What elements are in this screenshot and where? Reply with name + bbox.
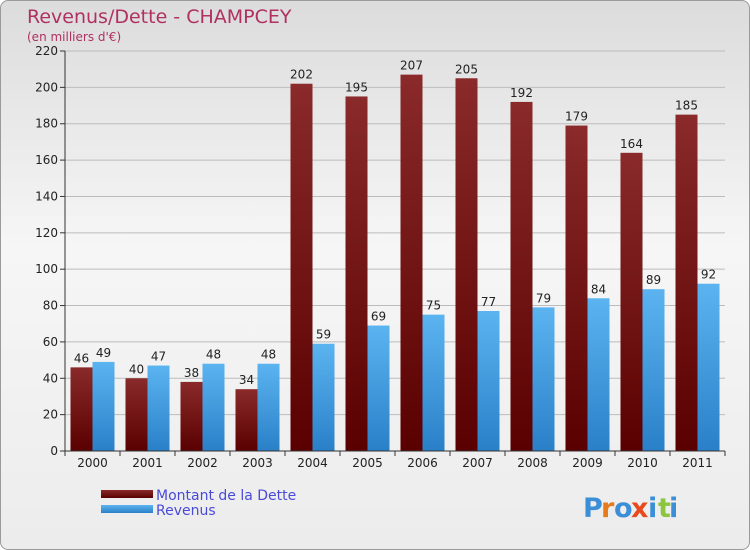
label-revenus-2005: 69 — [371, 310, 386, 324]
label-dette-2010: 164 — [620, 137, 643, 151]
bar-revenus-2000 — [92, 361, 115, 451]
bar-dette-2009 — [565, 125, 588, 451]
label-dette-2004: 202 — [290, 68, 313, 82]
label-revenus-2006: 75 — [426, 299, 441, 313]
x-tick-label-2010: 2010 — [627, 456, 658, 470]
bar-dette-2003 — [235, 389, 258, 451]
y-tick-label: 220 — [35, 44, 58, 58]
label-revenus-2009: 84 — [591, 282, 606, 296]
brand-letter: P — [583, 493, 603, 524]
bar-dette-2007 — [455, 78, 478, 451]
label-revenus-2003: 48 — [261, 348, 276, 362]
bar-dette-2010 — [620, 152, 643, 451]
label-revenus-2002: 48 — [206, 348, 221, 362]
chart-title: Revenus/Dette - CHAMPCEY — [27, 6, 292, 28]
y-tick-label: 160 — [35, 153, 58, 167]
legend-label-dette: Montant de la Dette — [156, 488, 296, 504]
y-tick-label: 0 — [50, 444, 58, 458]
bar-revenus-2006 — [422, 314, 445, 451]
label-dette-2007: 205 — [455, 62, 478, 76]
label-dette-2008: 192 — [510, 86, 533, 100]
axes: 0 20 40 60 80 100 120 140 160 180 200 220 2000 2001 20… — [35, 44, 726, 470]
brand-letter: r — [601, 493, 615, 524]
y-tick-label: 140 — [35, 189, 58, 203]
chart-subtitle: (en milliers d'€) — [27, 30, 121, 44]
value-labels: 46 49 40 47 38 48 34 48 202 59 195 69 207 75 205 77 192 7… — [74, 59, 716, 388]
y-tick-label: 180 — [35, 117, 58, 131]
legend-swatch-dette — [101, 490, 153, 498]
bar-revenus-2010 — [642, 289, 665, 451]
y-tick-label: 60 — [43, 335, 58, 349]
legend-swatch-revenus — [101, 505, 153, 513]
label-revenus-2000: 49 — [96, 346, 111, 360]
bar-dette-2006 — [400, 74, 423, 452]
label-revenus-2008: 79 — [536, 291, 551, 305]
y-tick-label: 20 — [43, 408, 58, 422]
y-tick-label: 200 — [35, 80, 58, 94]
bar-revenus-2005 — [367, 325, 390, 451]
bar-dette-2000 — [70, 367, 93, 451]
brand-letter: i — [648, 493, 657, 524]
label-dette-2006: 207 — [400, 59, 423, 73]
y-tick-label: 120 — [35, 226, 58, 240]
bar-revenus-2001 — [147, 365, 170, 451]
x-tick-label-2006: 2006 — [407, 456, 438, 470]
bar-dette-2011 — [675, 114, 698, 452]
x-tick-label-2011: 2011 — [682, 456, 713, 470]
label-dette-2003: 34 — [239, 373, 254, 387]
bar-dette-2002 — [180, 381, 203, 451]
label-dette-2002: 38 — [184, 366, 199, 380]
y-tick-label: 40 — [43, 371, 58, 385]
bar-revenus-2002 — [202, 363, 225, 451]
bar-dette-2005 — [345, 96, 368, 452]
label-dette-2011: 185 — [675, 99, 698, 113]
proxiti-logo: Pr ox i ti — [583, 493, 678, 524]
brand-letter: t — [658, 493, 671, 524]
bar-revenus-2011 — [697, 283, 720, 451]
label-dette-2005: 195 — [345, 80, 368, 94]
label-revenus-2011: 92 — [701, 268, 716, 282]
bars — [70, 74, 720, 452]
y-tick-label: 100 — [35, 262, 58, 276]
bar-revenus-2003 — [257, 363, 280, 451]
brand-letter: x — [631, 493, 648, 524]
brand-letter: o — [614, 493, 633, 524]
label-revenus-2004: 59 — [316, 328, 331, 342]
label-revenus-2007: 77 — [481, 295, 496, 309]
bar-revenus-2007 — [477, 311, 500, 451]
x-tick-label-2003: 2003 — [242, 456, 273, 470]
bar-dette-2008 — [510, 101, 533, 451]
x-tick-label-2002: 2002 — [187, 456, 218, 470]
y-tick-label: 80 — [43, 299, 58, 313]
x-tick-label-2005: 2005 — [352, 456, 383, 470]
grid — [65, 50, 725, 416]
bar-revenus-2008 — [532, 307, 555, 451]
x-tick-label-2000: 2000 — [77, 456, 108, 470]
bar-dette-2004 — [290, 83, 313, 452]
label-dette-2009: 179 — [565, 110, 588, 124]
x-tick-label-2001: 2001 — [132, 456, 163, 470]
label-revenus-2010: 89 — [646, 273, 661, 287]
x-tick-label-2007: 2007 — [462, 456, 493, 470]
brand-letter: i — [669, 493, 678, 524]
bar-dette-2001 — [125, 378, 148, 451]
label-dette-2000: 46 — [74, 351, 89, 365]
x-tick-label-2008: 2008 — [517, 456, 548, 470]
bar-revenus-2004 — [312, 343, 335, 451]
legend-label-revenus: Revenus — [156, 503, 216, 519]
bar-revenus-2009 — [587, 298, 610, 451]
x-tick-label-2004: 2004 — [297, 456, 328, 470]
label-dette-2001: 40 — [129, 362, 144, 376]
label-revenus-2001: 47 — [151, 350, 166, 364]
x-tick-label-2009: 2009 — [572, 456, 603, 470]
